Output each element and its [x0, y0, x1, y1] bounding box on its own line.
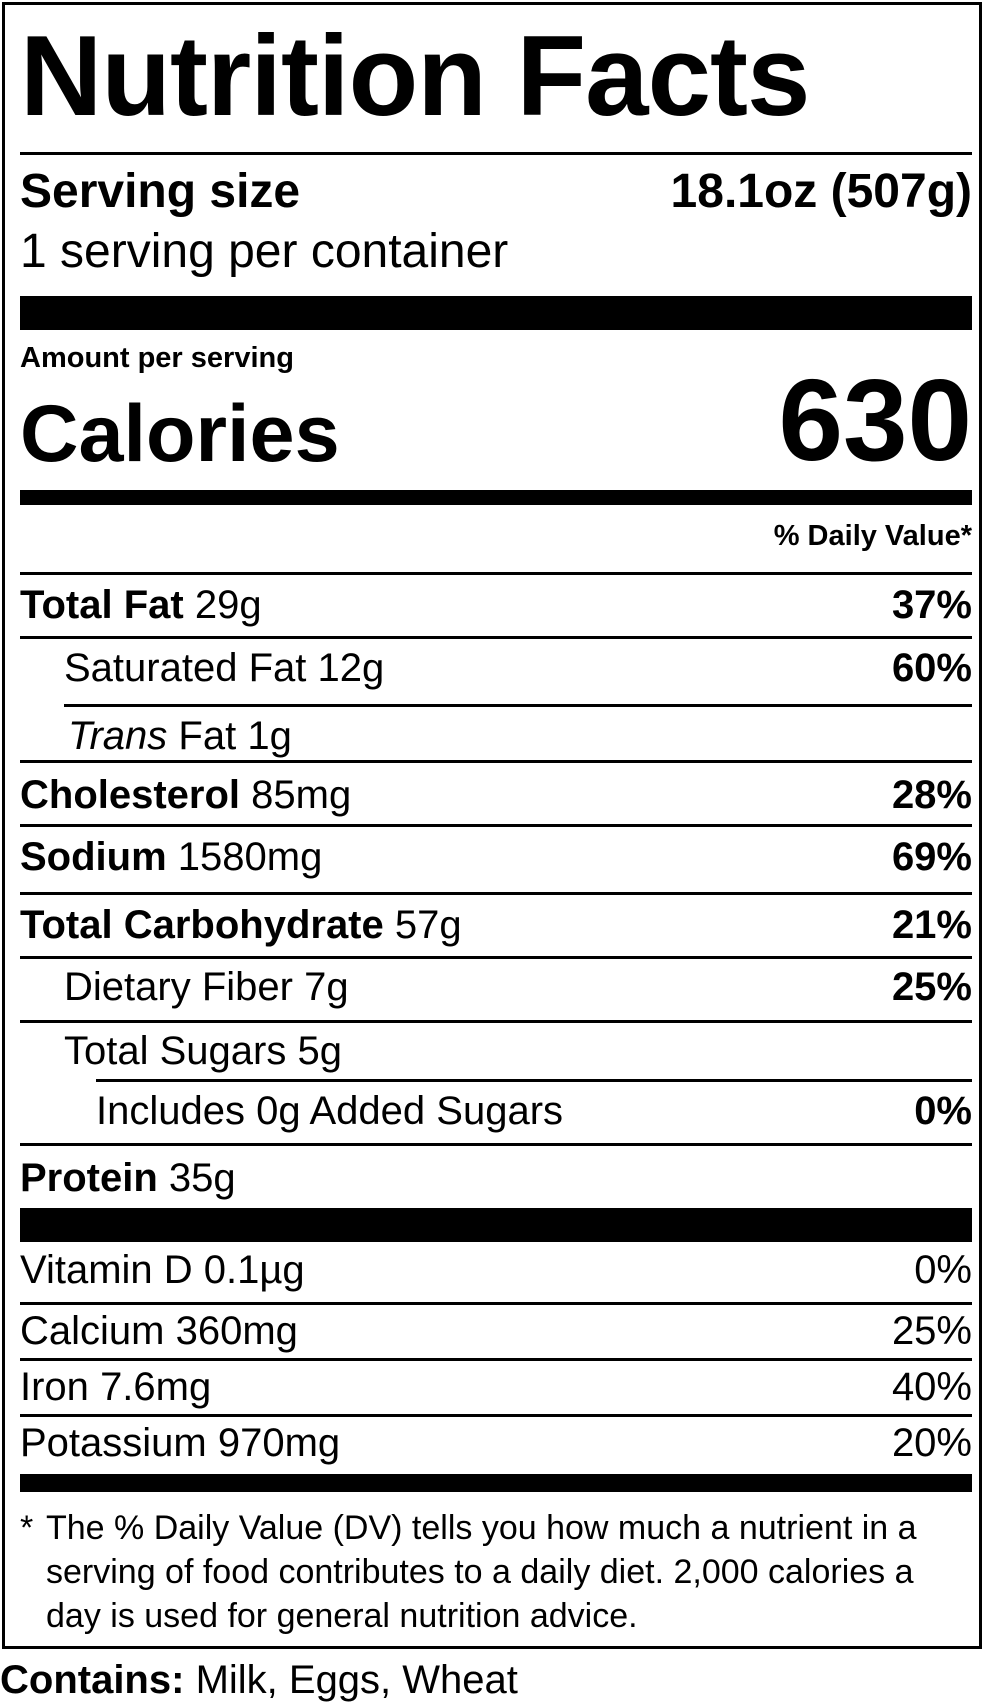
footnote-asterisk: * [20, 1509, 34, 1547]
nutrient-name: Total Carbohydrate [20, 903, 384, 947]
divider [20, 1358, 972, 1361]
nutrient-row-dietary-fiber: Dietary Fiber 7g 25% [64, 967, 972, 1007]
vitamin-name: Potassium [20, 1421, 207, 1465]
nutrient-name: Saturated Fat [64, 646, 307, 690]
calories-label: Calories [20, 389, 340, 479]
divider [20, 892, 972, 895]
calories-value: 630 [778, 355, 972, 485]
nutrient-name: Protein [20, 1156, 158, 1200]
nutrient-name: Sodium [20, 835, 167, 879]
nutrition-label [2, 2, 982, 1649]
nutrient-dv: 69% [891, 835, 972, 879]
nutrient-name: Total Fat [20, 583, 184, 627]
divider [20, 572, 972, 575]
nutrient-amount: 5g [297, 1029, 342, 1073]
contains-value: Milk, Eggs, Wheat [195, 1658, 518, 1702]
nutrient-amount: 1g [247, 714, 292, 758]
amount-per-serving: Amount per serving [20, 342, 294, 374]
divider [20, 760, 972, 763]
vitamin-name: Iron [20, 1365, 89, 1409]
footnote-text: The % Daily Value (DV) tells you how muc… [46, 1509, 917, 1635]
vitamin-name: Vitamin D [20, 1248, 193, 1292]
divider [20, 636, 972, 639]
vitamin-dv: 40% [891, 1365, 972, 1409]
vitamin-row-calcium: Calcium 360mg 25% [20, 1311, 972, 1351]
daily-value-header: % Daily Value* [773, 520, 972, 552]
thick-divider [20, 1208, 972, 1242]
nutrient-amount: 12g [317, 646, 385, 690]
nutrient-amount: 57g [394, 903, 462, 947]
medium-divider [20, 1474, 972, 1492]
nutrient-name: Includes 0g Added Sugars [96, 1089, 564, 1133]
nutrient-dv: 21% [891, 903, 972, 947]
nutrient-row-added-sugars: Includes 0g Added Sugars 0% [96, 1091, 972, 1131]
divider [96, 1079, 972, 1082]
divider [20, 1414, 972, 1417]
vitamin-row-vitamin-d: Vitamin D 0.1µg 0% [20, 1250, 972, 1290]
nutrient-name-italic: Trans [68, 714, 168, 758]
nutrient-row-total-sugars: Total Sugars 5g [64, 1031, 972, 1071]
nutrient-row-total-fat: Total Fat 29g 37% [20, 585, 972, 625]
allergen-statement: Contains: Milk, Eggs, Wheat [0, 1660, 518, 1700]
nutrient-amount: 35g [168, 1156, 236, 1200]
nutrient-row-sodium: Sodium 1580mg 69% [20, 837, 972, 877]
nutrient-row-saturated-fat: Saturated Fat 12g 60% [64, 648, 972, 688]
nutrient-dv: 25% [891, 965, 972, 1009]
vitamin-dv: 20% [891, 1421, 972, 1465]
servings-per-container: 1 serving per container [20, 225, 509, 278]
nutrient-row-cholesterol: Cholesterol 85mg 28% [20, 775, 972, 815]
nutrient-name: Total Sugars [64, 1029, 287, 1073]
vitamin-dv: 0% [914, 1248, 972, 1292]
vitamin-amount: 7.6mg [100, 1365, 212, 1409]
divider [20, 152, 972, 155]
label-title: Nutrition Facts [20, 13, 810, 140]
nutrient-name: Fat [178, 714, 237, 758]
nutrient-row-total-carbohydrate: Total Carbohydrate 57g 21% [20, 905, 972, 945]
nutrient-amount: 1580mg [177, 835, 323, 879]
serving-size-label: Serving size [20, 165, 301, 218]
divider [20, 1143, 972, 1146]
nutrient-amount: 29g [194, 583, 262, 627]
vitamin-row-potassium: Potassium 970mg 20% [20, 1423, 972, 1463]
nutrient-dv: 28% [891, 773, 972, 817]
divider [20, 824, 972, 827]
nutrient-row-protein: Protein 35g [20, 1158, 972, 1198]
nutrient-name: Dietary Fiber [64, 965, 293, 1009]
vitamin-amount: 970mg [217, 1421, 341, 1465]
vitamin-dv: 25% [891, 1309, 972, 1353]
thick-divider [20, 296, 972, 330]
nutrient-dv: 37% [891, 583, 972, 627]
vitamin-row-iron: Iron 7.6mg 40% [20, 1367, 972, 1407]
nutrient-name: Cholesterol [20, 773, 241, 817]
vitamin-name: Calcium [20, 1309, 165, 1353]
divider [64, 704, 972, 707]
nutrient-dv: 0% [914, 1089, 972, 1133]
vitamin-amount: 360mg [175, 1309, 298, 1353]
nutrient-amount: 7g [304, 965, 349, 1009]
nutrient-dv: 60% [891, 646, 972, 690]
divider [20, 1020, 972, 1023]
medium-divider [20, 490, 972, 505]
serving-size-value: 18.1oz (507g) [670, 165, 972, 218]
vitamin-amount: 0.1µg [203, 1248, 305, 1292]
nutrient-amount: 85mg [251, 773, 352, 817]
divider [20, 956, 972, 959]
contains-label: Contains: [0, 1658, 185, 1702]
nutrient-row-trans-fat: Trans Fat 1g [68, 716, 972, 756]
divider [20, 1302, 972, 1305]
